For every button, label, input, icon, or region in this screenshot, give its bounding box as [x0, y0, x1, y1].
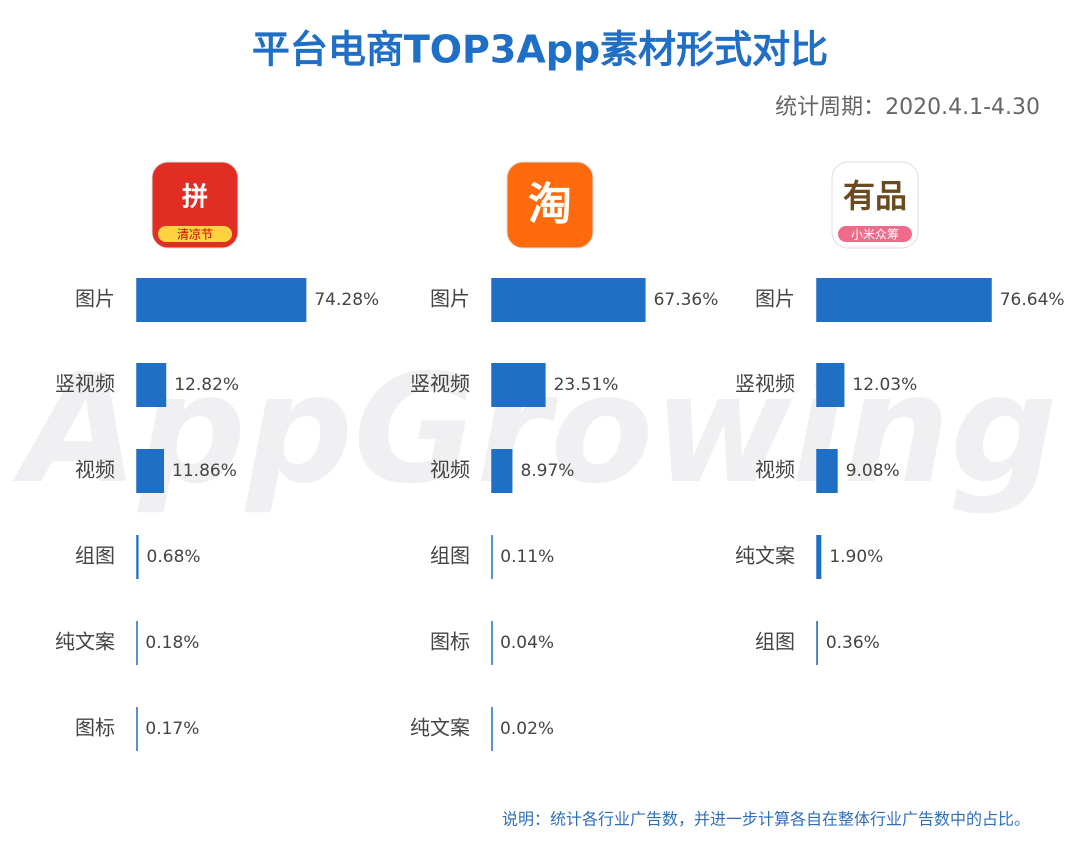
value-label: 0.02%	[500, 719, 554, 739]
category-label: 纯文案	[55, 630, 115, 654]
value-label: 0.18%	[145, 633, 199, 653]
category-label: 竖视频	[410, 372, 470, 396]
bar	[817, 363, 845, 407]
bar	[817, 621, 818, 665]
value-label: 1.90%	[829, 547, 883, 567]
category-label: 图片	[75, 287, 115, 311]
value-label: 0.36%	[826, 633, 880, 653]
category-label: 视频	[430, 458, 470, 482]
category-label: 图标	[430, 630, 470, 654]
value-label: 0.68%	[147, 547, 201, 567]
value-label: 0.17%	[145, 719, 199, 739]
category-label: 图标	[75, 716, 115, 740]
bar	[137, 449, 165, 493]
logo-banner	[838, 226, 912, 242]
bar	[492, 449, 513, 493]
bar	[137, 278, 307, 322]
logo-text: 淘	[528, 179, 572, 230]
value-label: 74.28%	[314, 290, 379, 310]
category-label: 图片	[430, 287, 470, 311]
category-label: 纯文案	[735, 544, 795, 568]
bar	[817, 278, 992, 322]
value-label: 12.03%	[852, 375, 917, 395]
logo-banner	[158, 226, 232, 242]
logo-text: 拼	[182, 183, 208, 213]
value-label: 8.97%	[520, 461, 574, 481]
category-label: 纯文案	[410, 716, 470, 740]
category-label: 视频	[755, 458, 795, 482]
category-label: 组图	[755, 630, 795, 654]
value-label: 0.04%	[500, 633, 554, 653]
footnote: 说明：统计各行业广告数，并进一步计算各自在整体行业广告数中的占比。	[502, 810, 1030, 829]
value-label: 23.51%	[554, 375, 619, 395]
value-label: 11.86%	[172, 461, 237, 481]
category-label: 图片	[755, 287, 795, 311]
bar	[492, 278, 646, 322]
bar	[492, 363, 546, 407]
logo-subtext: 小米众筹	[851, 228, 899, 242]
category-label: 视频	[75, 458, 115, 482]
value-label: 9.08%	[846, 461, 900, 481]
app-logo	[506, 161, 594, 249]
subtitle: 统计周期：2020.4.1-4.30	[775, 95, 1040, 120]
logo-text: 有品	[843, 177, 907, 215]
bar	[817, 535, 822, 579]
bar	[137, 535, 139, 579]
title: 平台电商TOP3App素材形式对比	[252, 28, 828, 72]
bar	[137, 363, 167, 407]
category-label: 组图	[430, 544, 470, 568]
value-label: 0.11%	[500, 547, 554, 567]
category-label: 竖视频	[735, 372, 795, 396]
value-label: 76.64%	[1000, 290, 1065, 310]
category-label: 组图	[75, 544, 115, 568]
bar	[817, 449, 838, 493]
logo-subtext: 清凉节	[177, 227, 213, 242]
value-label: 12.82%	[174, 375, 239, 395]
value-label: 67.36%	[654, 290, 719, 310]
category-label: 竖视频	[55, 372, 115, 396]
